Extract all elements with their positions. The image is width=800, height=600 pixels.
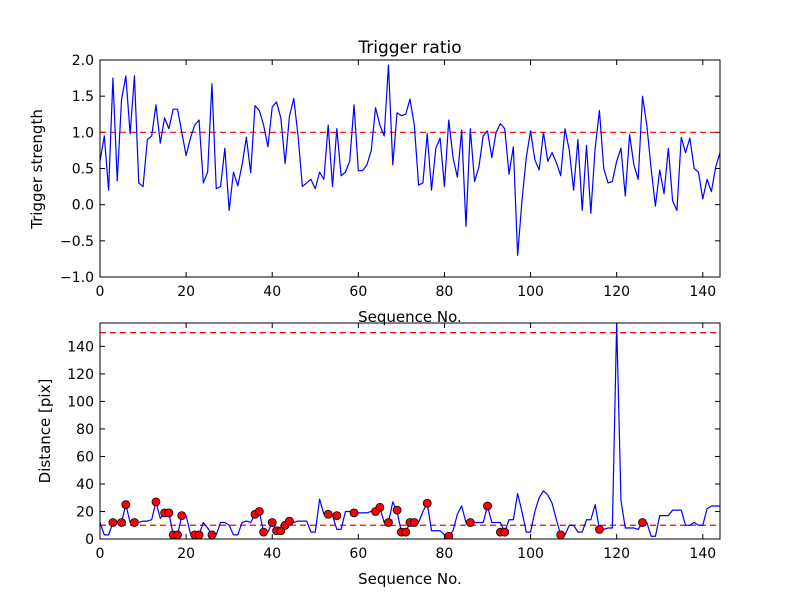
- y-tick-label: 20: [76, 504, 94, 520]
- marker-group: [108, 497, 647, 539]
- y-tick-label: −0.5: [60, 234, 94, 250]
- x-axis-ticks: 0 20 40 60 80 100 120 140: [96, 323, 716, 562]
- x-tick-label: 100: [517, 546, 544, 562]
- x-tick-label: 60: [349, 284, 367, 300]
- data-point-marker: [254, 507, 264, 516]
- data-point-marker: [207, 530, 217, 539]
- y-axis-label: Distance [pix]: [36, 379, 54, 484]
- x-tick-label: 0: [96, 284, 105, 300]
- y-tick-label: 60: [76, 449, 94, 465]
- x-axis-label: Sequence No.: [358, 308, 462, 326]
- data-point-marker: [173, 530, 182, 539]
- x-axis-label: Sequence No.: [358, 570, 462, 588]
- x-tick-label: 100: [517, 284, 544, 300]
- data-point-marker: [121, 500, 131, 510]
- x-axis-ticks: 0 20 40 60 80 100 120 140: [96, 60, 716, 300]
- x-tick-label: 80: [436, 546, 454, 562]
- y-tick-label: 0.5: [72, 162, 94, 178]
- data-point-marker: [384, 518, 393, 527]
- chart-title: Trigger ratio: [357, 38, 461, 58]
- x-tick-label: 80: [436, 284, 454, 300]
- series-line: [100, 64, 720, 256]
- data-point-marker: [164, 508, 174, 518]
- x-tick-label: 60: [349, 546, 367, 562]
- data-point-marker: [194, 530, 204, 539]
- x-tick-label: 140: [689, 546, 716, 562]
- data-point-marker: [259, 527, 269, 537]
- data-point-marker: [375, 502, 385, 512]
- data-point-marker: [422, 498, 432, 508]
- data-point-marker: [401, 527, 411, 537]
- plot-frame: [99, 322, 721, 540]
- data-point-marker: [332, 511, 342, 521]
- y-tick-label: 120: [67, 367, 94, 383]
- data-point-marker: [130, 518, 139, 527]
- y-tick-label: 1.0: [72, 125, 94, 141]
- data-point-marker: [108, 518, 118, 527]
- y-tick-label: 40: [76, 477, 94, 493]
- data-point-marker: [500, 527, 510, 537]
- x-tick-label: 140: [689, 284, 716, 300]
- data-point-marker: [323, 509, 333, 519]
- y-tick-label: 140: [67, 339, 94, 355]
- data-point-marker: [117, 518, 126, 527]
- x-tick-label: 120: [603, 284, 630, 300]
- trigger-ratio-panel: Trigger ratio Sequence No. Trigger stren…: [28, 38, 721, 326]
- data-point-marker: [444, 531, 454, 539]
- data-point-marker: [465, 518, 475, 527]
- x-tick-label: 20: [177, 284, 195, 300]
- y-tick-label: −1.0: [60, 270, 94, 286]
- y-tick-label: 0.0: [72, 198, 94, 214]
- data-point-marker: [595, 524, 604, 534]
- y-tick-label: 2.0: [72, 53, 94, 69]
- y-axis-label: Trigger strength: [28, 109, 46, 230]
- y-tick-label: 80: [76, 422, 94, 438]
- y-tick-label: 1.5: [72, 89, 94, 105]
- data-point-marker: [638, 518, 647, 527]
- x-tick-label: 40: [263, 546, 281, 562]
- x-tick-label: 40: [263, 284, 281, 300]
- data-point-marker: [483, 501, 492, 511]
- data-point-marker: [177, 511, 187, 521]
- data-point-marker: [151, 497, 161, 507]
- data-point-marker: [285, 516, 294, 526]
- data-point-marker: [267, 518, 277, 527]
- y-axis-ticks: 0 20 40 60 80 100 120 140: [67, 339, 720, 548]
- x-tick-label: 0: [96, 546, 105, 562]
- data-point-marker: [556, 530, 566, 539]
- plot-frame: [99, 59, 721, 278]
- x-tick-label: 120: [603, 546, 630, 562]
- y-tick-label: 100: [67, 394, 94, 410]
- distance-panel: Sequence No. Distance [pix] 0 20 40 60 80 100…: [36, 322, 721, 588]
- y-tick-label: 0: [85, 532, 94, 548]
- data-point-marker: [349, 508, 359, 518]
- y-axis-ticks: −1.0 −0.5 0.0 0.5 1.0 1.5 2.0: [60, 53, 720, 286]
- data-point-marker: [392, 505, 402, 515]
- data-point-marker: [409, 518, 419, 527]
- x-tick-label: 20: [177, 546, 195, 562]
- series-group: [100, 64, 720, 256]
